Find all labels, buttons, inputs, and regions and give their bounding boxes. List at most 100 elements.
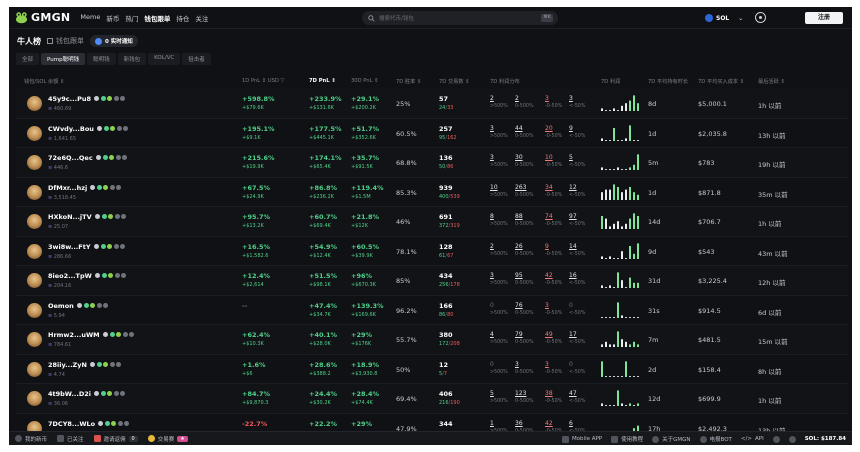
brand-logo[interactable]: GMGN — [15, 11, 70, 24]
edit-icon[interactable] — [98, 420, 103, 426]
edit-icon[interactable] — [94, 96, 99, 101]
search-input[interactable]: 搜索代币/钱包 — [379, 16, 414, 22]
globe-icon[interactable] — [109, 361, 115, 367]
edit-icon[interactable] — [95, 273, 100, 278]
profit-bucket[interactable]: 4 >500% — [490, 331, 508, 345]
money-icon[interactable] — [107, 96, 112, 101]
profit-bucket[interactable]: 10 >500% — [490, 184, 508, 198]
footer-my-tokens[interactable]: 我的新币 — [15, 435, 47, 443]
nav-item-0[interactable]: Meme — [80, 12, 101, 21]
discord-icon[interactable] — [788, 435, 796, 443]
footer-invite[interactable]: 邀请返佣 0 — [93, 435, 138, 443]
profit-bucket[interactable]: 3 >500% — [490, 272, 508, 286]
nav-item-1[interactable]: 新币 — [106, 14, 120, 23]
profit-bucket[interactable]: 97 <-50% — [569, 213, 585, 227]
globe-icon[interactable] — [117, 420, 123, 426]
table-row[interactable]: 72e6Q...Qec ≋ 446.6 +215.6% +$19.9K +174.1% +… — [16, 148, 848, 178]
money-icon[interactable] — [107, 391, 112, 396]
wallet-address[interactable]: HXkoN...jTV — [48, 213, 92, 221]
page-title[interactable]: 牛人榜 — [17, 36, 41, 46]
profit-bucket[interactable]: 42 -0-50% — [545, 272, 562, 286]
table-row[interactable]: Oemon ≋ 5.94 -- +47.4% +$34.7K +139.3% +$169.6… — [16, 296, 848, 325]
profit-bucket[interactable]: 3 <-50% — [569, 95, 585, 109]
wallet-address[interactable]: Hrmw2...uWM — [48, 331, 100, 339]
globe-icon[interactable] — [114, 273, 120, 278]
edit-icon[interactable] — [90, 184, 95, 190]
settings-icon[interactable] — [755, 12, 766, 23]
heart-icon[interactable] — [120, 391, 125, 396]
heart-icon[interactable] — [120, 96, 125, 101]
bag-icon[interactable] — [100, 391, 106, 396]
edit-icon[interactable] — [97, 125, 102, 131]
profit-bucket[interactable]: 0 >500% — [490, 302, 508, 316]
wallet-address[interactable]: Oemon — [48, 301, 74, 310]
copy-trade-link[interactable]: 钱包跟单 — [47, 36, 84, 46]
heart-icon[interactable] — [122, 155, 127, 160]
bag-icon[interactable] — [83, 302, 89, 308]
edit-icon[interactable] — [95, 214, 100, 219]
profit-bucket[interactable]: 3 -0-50% — [545, 361, 562, 375]
profit-bucket[interactable]: 3 0-500% — [515, 361, 534, 375]
heart-icon[interactable] — [116, 361, 121, 367]
table-row[interactable]: 8ieo2...TpW ≋ 204.16 +12.4% +$2,614 +51.5% +$… — [16, 266, 848, 296]
profit-bucket[interactable]: 10 -0-50% — [545, 154, 562, 168]
profit-bucket[interactable]: 34 -0-50% — [545, 184, 562, 198]
profit-bucket[interactable]: 3 >500% — [490, 125, 508, 139]
col-pnl7d[interactable]: 7D PnL ⇕ — [309, 78, 336, 84]
profit-bucket[interactable]: 14 <-50% — [569, 243, 585, 257]
table-row[interactable]: CWvdy...Bou ≋ 1,641.65 +195.1% +$9.1K +177.5… — [16, 119, 848, 148]
heart-icon[interactable] — [116, 184, 121, 190]
bag-icon[interactable] — [100, 96, 106, 101]
profit-bucket[interactable]: 3 -0-50% — [545, 302, 562, 316]
wallet-address[interactable]: 45y9c...Pu8 — [48, 95, 91, 103]
heart-icon[interactable] — [124, 420, 129, 426]
col-pnl1d[interactable]: 1D PnL ⇕ USD ▽ — [242, 78, 285, 84]
globe-icon[interactable] — [122, 332, 128, 337]
nav-item-4[interactable]: 持仓 — [176, 14, 190, 23]
profit-bucket[interactable]: 2 0-500% — [515, 95, 534, 109]
twitter-icon[interactable] — [772, 435, 780, 443]
search-box[interactable]: 搜索代币/钱包 ⌘K — [362, 11, 558, 25]
profit-bucket[interactable]: 263 0-500% — [515, 184, 534, 198]
bag-icon[interactable] — [96, 361, 102, 367]
tab-0[interactable]: 全部 — [16, 53, 40, 65]
money-icon[interactable] — [108, 214, 113, 219]
bag-icon[interactable] — [101, 273, 107, 278]
money-icon[interactable] — [103, 184, 108, 190]
bag-icon[interactable] — [96, 184, 102, 190]
edit-icon[interactable] — [77, 302, 82, 308]
profit-bucket[interactable]: 44 0-500% — [515, 125, 534, 139]
col-txs[interactable]: 7D 交易数 ⇕ — [439, 78, 470, 85]
table-row[interactable]: 3wi8w...FtY ≋ 286.66 +16.5% +$1,582.6 +54.9%… — [16, 237, 848, 266]
heart-icon[interactable] — [121, 273, 126, 278]
profit-bucket[interactable]: 26 0-500% — [515, 243, 534, 257]
profit-bucket[interactable]: 123 0-500% — [515, 390, 534, 404]
globe-icon[interactable] — [116, 125, 122, 131]
edit-icon[interactable] — [94, 243, 99, 249]
globe-icon[interactable] — [113, 96, 119, 101]
edit-icon[interactable] — [94, 391, 99, 396]
footer-following[interactable]: 已关注 — [57, 435, 84, 443]
wallet-address[interactable]: 8ieo2...TpW — [48, 272, 92, 280]
money-icon[interactable] — [111, 420, 116, 426]
profit-bucket[interactable]: 0 <-50% — [569, 302, 585, 316]
profit-bucket[interactable]: 3 >500% — [490, 154, 508, 168]
profit-bucket[interactable]: 0 <-50% — [569, 361, 585, 375]
col-winrate[interactable]: 7D 胜率 ⇕ — [396, 78, 422, 85]
money-icon[interactable] — [90, 302, 95, 308]
profit-bucket[interactable]: 95 0-500% — [515, 272, 534, 286]
footer-contest[interactable]: 交易赛 ★ — [147, 435, 188, 443]
profit-bucket[interactable]: 79 0-500% — [515, 331, 534, 345]
profit-bucket[interactable]: 12 <-50% — [569, 184, 585, 198]
profit-bucket[interactable]: 3 -0-50% — [545, 95, 562, 109]
heart-icon[interactable] — [121, 214, 126, 219]
money-icon[interactable] — [108, 273, 113, 278]
money-icon[interactable] — [116, 332, 121, 337]
tab-5[interactable]: 狙击者 — [182, 53, 211, 65]
profit-bucket[interactable]: 16 <-50% — [569, 272, 585, 286]
profit-bucket[interactable]: 9 -0-50% — [545, 243, 562, 257]
table-row[interactable]: 4t9bW...D2i ≋ 36.06 +84.7% +$9,870.3 +24.4% +… — [16, 384, 848, 414]
col-last[interactable]: 最后活跃 ⇕ — [758, 78, 785, 85]
profit-bucket[interactable]: 17 <-50% — [569, 331, 585, 345]
nav-item-2[interactable]: 热门 — [125, 14, 139, 23]
